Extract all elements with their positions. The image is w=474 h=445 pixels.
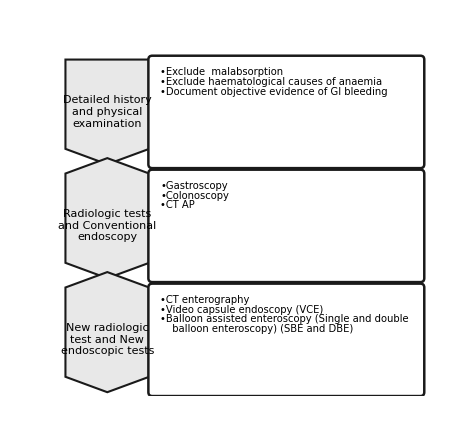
Text: •Exclude  malabsorption: •Exclude malabsorption <box>160 67 283 77</box>
Text: •CT AP: •CT AP <box>160 200 195 210</box>
Polygon shape <box>65 272 149 392</box>
Text: Radiologic tests
and Conventional
endoscopy: Radiologic tests and Conventional endosc… <box>58 209 156 243</box>
Text: •Exclude haematological causes of anaemia: •Exclude haematological causes of anaemi… <box>160 77 382 87</box>
Text: •CT enterography: •CT enterography <box>160 295 249 305</box>
Text: balloon enteroscopy) (SBE and DBE): balloon enteroscopy) (SBE and DBE) <box>166 324 354 334</box>
FancyBboxPatch shape <box>148 283 424 396</box>
Text: •Gastroscopy: •Gastroscopy <box>160 181 228 191</box>
Text: •Document objective evidence of GI bleeding: •Document objective evidence of GI bleed… <box>160 86 388 97</box>
Text: Detailed history
and physical
examination: Detailed history and physical examinatio… <box>63 95 152 129</box>
FancyBboxPatch shape <box>148 56 424 168</box>
Text: New radiologic
test and New
endoscopic tests: New radiologic test and New endoscopic t… <box>61 323 154 356</box>
Text: •Video capsule endoscopy (VCE): •Video capsule endoscopy (VCE) <box>160 305 323 315</box>
Polygon shape <box>65 60 149 164</box>
Text: •Colonoscopy: •Colonoscopy <box>160 191 229 201</box>
FancyBboxPatch shape <box>148 170 424 282</box>
Polygon shape <box>65 158 149 278</box>
Text: •Balloon assisted enteroscopy (Single and double: •Balloon assisted enteroscopy (Single an… <box>160 315 409 324</box>
